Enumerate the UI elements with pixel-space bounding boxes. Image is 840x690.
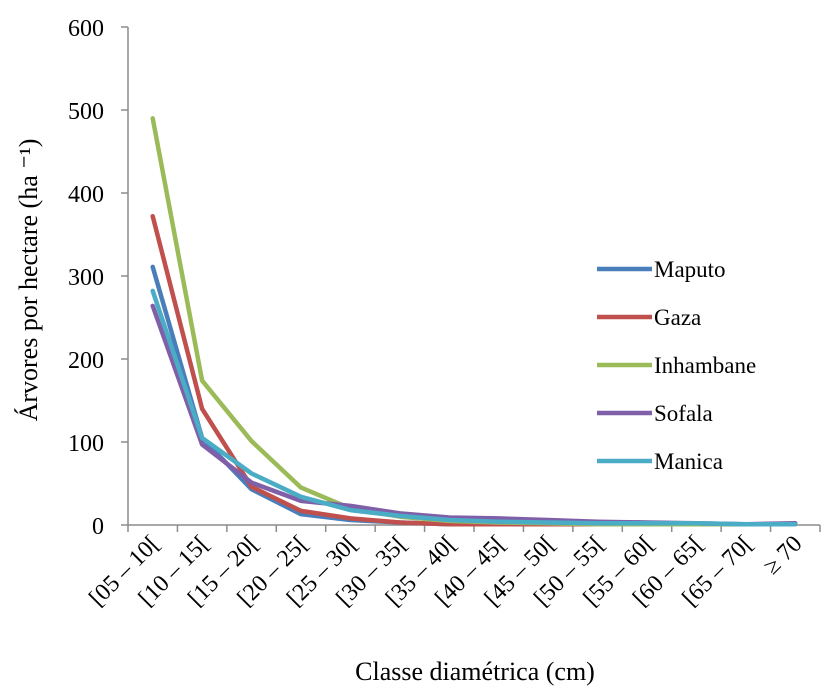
legend-label-maputo: Maputo bbox=[654, 257, 726, 282]
y-tick-label: 200 bbox=[68, 348, 104, 374]
x-tick-label: ≥ 70 bbox=[759, 531, 808, 580]
series-lines bbox=[150, 116, 798, 527]
x-axis-ticks: [05 – 10[[10 – 15[[15 – 20[[20 – 25[[25 … bbox=[84, 525, 821, 611]
y-tick-label: 600 bbox=[68, 16, 104, 42]
y-tick-label: 300 bbox=[68, 265, 104, 291]
legend-label-sofala: Sofala bbox=[654, 401, 713, 426]
legend-label-inhambane: Inhambane bbox=[654, 353, 756, 378]
y-tick-label: 400 bbox=[68, 182, 104, 208]
series-line-manica bbox=[150, 288, 798, 527]
y-tick-label: 0 bbox=[92, 514, 104, 540]
y-tick-label: 500 bbox=[68, 99, 104, 125]
x-axis-title: Classe diamétrica (cm) bbox=[355, 657, 595, 686]
y-axis-ticks: 0 100 200 300 400 500 600 bbox=[68, 16, 128, 540]
y-tick-label: 100 bbox=[68, 431, 104, 457]
legend-label-gaza: Gaza bbox=[654, 305, 701, 330]
y-axis-title: Árvores por hectare (ha ⁻¹) bbox=[14, 139, 43, 422]
legend: Maputo Gaza Inhambane Sofala Manica bbox=[597, 257, 756, 474]
legend-label-manica: Manica bbox=[654, 449, 723, 474]
